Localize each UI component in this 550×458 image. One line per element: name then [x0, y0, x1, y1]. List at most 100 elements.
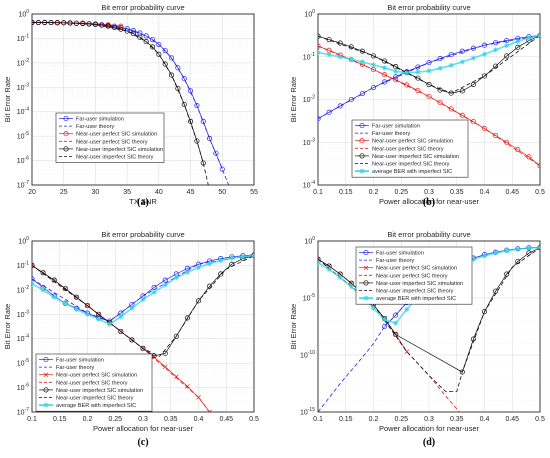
y-tick-label: 10-7 [17, 180, 29, 190]
y-tick-label: 10-1 [303, 52, 315, 62]
data-point [84, 303, 91, 309]
data-point [515, 246, 521, 252]
data-point [337, 103, 343, 109]
data-point [162, 61, 168, 67]
data-point [107, 321, 113, 327]
data-point [426, 60, 432, 66]
data-point [481, 126, 488, 132]
data-point [470, 81, 476, 88]
y-tick-label: 10-5 [17, 358, 29, 368]
data-point [393, 77, 399, 83]
data-point [337, 54, 343, 60]
panel-caption: (a) [137, 197, 149, 208]
x-axis-label: Power allocation for near-user [379, 197, 480, 206]
data-point [194, 138, 200, 144]
data-point [184, 315, 190, 321]
legend-entry: Near-user imperfect SIC theory [56, 396, 134, 402]
data-point [363, 280, 369, 286]
data-point [213, 150, 219, 156]
data-point [504, 43, 510, 49]
x-tick-label: 0.25 [108, 416, 122, 423]
y-tick-label: 100 [18, 9, 29, 19]
y-tick-label: 10-4 [303, 180, 315, 190]
data-point [188, 88, 194, 94]
data-point [181, 76, 187, 82]
data-point [404, 306, 410, 312]
data-point [470, 256, 476, 262]
data-point [481, 73, 488, 79]
data-point [151, 289, 157, 295]
y-tick-label: 10-2 [17, 285, 29, 295]
data-point [32, 262, 35, 268]
panel-caption: (c) [137, 437, 148, 448]
y-tick-label: 10-3 [303, 137, 315, 147]
legend-entry: Near-user perfect SIC simulation [56, 373, 137, 379]
y-tick-label: 10-3 [17, 309, 29, 319]
data-point [393, 74, 399, 80]
data-point [348, 96, 354, 103]
data-point [359, 153, 365, 159]
y-tick-label: 100 [18, 236, 29, 246]
data-point [73, 294, 79, 300]
y-tick-label: 10-4 [17, 334, 29, 344]
data-point [181, 101, 187, 107]
legend-entry: Near-user perfect SIC theory [372, 146, 444, 152]
data-point [149, 44, 156, 50]
x-tick-label: 55 [250, 189, 258, 196]
y-tick-label: 10-5 [303, 293, 315, 303]
x-tick-label: 0.45 [505, 189, 519, 196]
data-point [85, 311, 90, 317]
data-point [240, 254, 246, 260]
data-point [415, 69, 421, 75]
legend-entry: Near-user perfect SIC simulation [76, 132, 157, 138]
data-point [129, 337, 135, 343]
x-tick-label: 0.45 [505, 416, 519, 423]
x-tick-label: 20 [28, 189, 36, 196]
legend-entry: Near-user imperfect SIC theory [76, 155, 154, 161]
x-tick-label: 0.4 [480, 416, 490, 423]
legend-entry: Near-user imperfect SIC theory [372, 162, 450, 168]
data-point [415, 87, 421, 94]
data-point [63, 146, 69, 152]
x-tick-label: 0.5 [249, 416, 259, 423]
data-point [359, 122, 365, 129]
data-point [62, 300, 68, 306]
data-point [326, 52, 332, 58]
series-group [32, 19, 229, 185]
data-point [43, 372, 49, 377]
data-point [459, 48, 465, 54]
x-tick-label: 0.2 [369, 416, 379, 423]
data-point [63, 115, 69, 122]
data-point [437, 99, 443, 106]
data-point [194, 103, 200, 109]
panel-caption: (d) [423, 437, 435, 448]
axes-border [317, 240, 541, 413]
y-tick-label: 10-1 [17, 33, 29, 43]
x-tick-label: 0.1 [27, 416, 37, 423]
legend-entry: Far-user theory [76, 124, 114, 130]
axes-border [31, 240, 255, 413]
data-point [318, 260, 321, 266]
data-point [437, 87, 443, 93]
x-tick-label: 30 [92, 189, 100, 196]
chart-title: Bit error probability curve [387, 230, 470, 239]
legend-entry: Near-user imperfect SIC simulation [56, 388, 143, 394]
legend-box [351, 119, 469, 178]
data-point [370, 67, 377, 73]
y-tick-label: 10-6 [17, 383, 29, 393]
series-line-5 [32, 255, 254, 357]
data-point [382, 58, 388, 64]
legend-entry: Near-user perfect SIC simulation [376, 266, 457, 272]
data-point [504, 248, 510, 254]
y-tick-label: 10-10 [300, 350, 315, 360]
data-point [156, 51, 162, 57]
y-tick-label: 10-2 [303, 95, 315, 105]
data-point [124, 28, 130, 34]
y-tick-label: 100 [304, 236, 315, 246]
y-tick-label: 100 [304, 9, 315, 19]
data-point [229, 255, 235, 261]
data-point [318, 33, 321, 39]
panel-caption: (b) [423, 197, 435, 208]
data-point [173, 275, 179, 281]
chart-title: Bit error probability curve [101, 3, 184, 12]
